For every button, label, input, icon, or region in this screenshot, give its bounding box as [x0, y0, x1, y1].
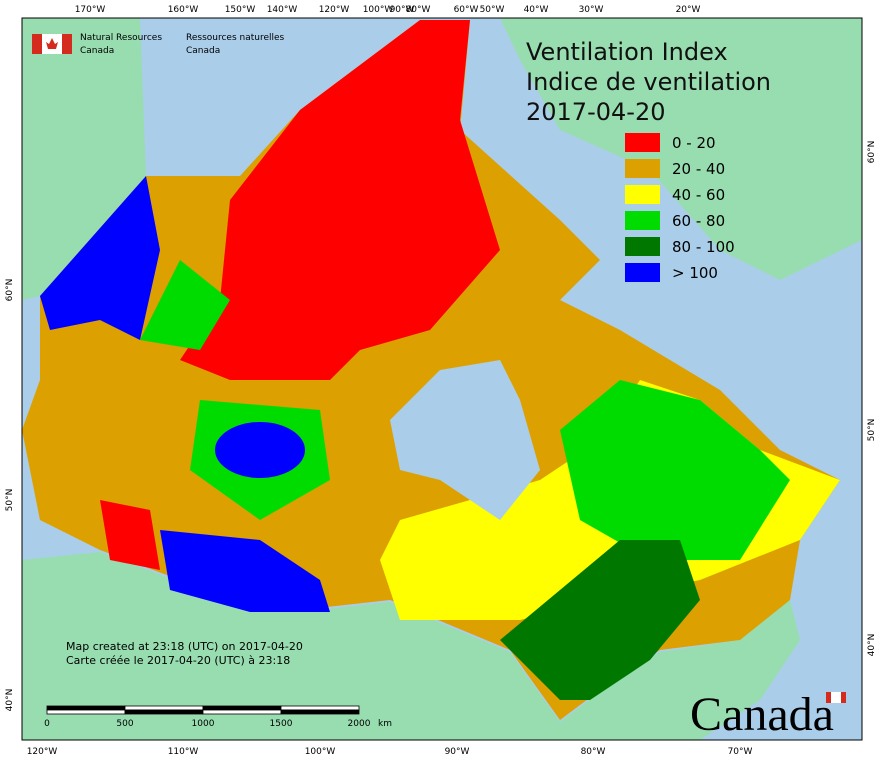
legend-swatch — [625, 237, 660, 256]
wordmark-text: Canada — [690, 688, 834, 741]
longitude-label: 70°W — [728, 747, 753, 757]
zone-red — [180, 20, 500, 380]
scale-segment — [124, 709, 204, 715]
scale-segment — [280, 709, 360, 715]
scale-label: 1500 — [270, 719, 293, 729]
legend-swatch — [625, 263, 660, 282]
scale-segment — [46, 705, 126, 711]
scale-label: 2000 — [348, 719, 371, 729]
scale-segment — [202, 709, 282, 715]
zone-blue-south — [160, 530, 330, 612]
agency-signature: Natural Resources Canada Ressources natu… — [32, 33, 285, 56]
legend-swatch — [625, 211, 660, 230]
legend-swatch — [625, 133, 660, 152]
scale-label: 0 — [44, 719, 50, 729]
legend-swatch — [625, 185, 660, 204]
longitude-label: 170°W — [75, 5, 106, 15]
agency-fr: Canada — [186, 46, 220, 56]
footer-note: Carte créée le 2017-04-20 (UTC) à 23:18 — [66, 654, 290, 667]
longitude-label: 90°W — [390, 5, 415, 15]
latitude-label: 60°N — [5, 279, 15, 302]
agency-fr: Ressources naturelles — [186, 33, 285, 43]
longitude-label: 90°W — [445, 747, 470, 757]
legend-swatch — [625, 159, 660, 178]
longitude-label: 160°W — [168, 5, 199, 15]
map-frame — [21, 17, 863, 741]
agency-en: Natural Resources — [80, 33, 162, 43]
scale-segment — [280, 705, 360, 711]
latitude-label: 40°N — [867, 634, 877, 657]
longitude-label: 80°W — [581, 747, 606, 757]
latitude-label: 40°N — [5, 689, 15, 712]
scale-label: 1000 — [192, 719, 215, 729]
hudson-bay — [390, 360, 540, 520]
wordmark: Canada — [690, 688, 846, 741]
alaska — [22, 18, 146, 300]
scale-label: 500 — [116, 719, 133, 729]
legend-label: 80 - 100 — [672, 238, 735, 256]
zone-darkgreen — [500, 540, 700, 700]
legend-label: 20 - 40 — [672, 160, 725, 178]
longitude-label: 140°W — [267, 5, 298, 15]
zone-red-south — [100, 500, 160, 570]
longitude-label: 50°W — [480, 5, 505, 15]
longitude-label: 40°W — [524, 5, 549, 15]
longitude-label: 100°W — [363, 5, 394, 15]
title: Ventilation Index — [526, 38, 728, 66]
scale-segment — [202, 705, 282, 711]
longitude-label: 150°W — [225, 5, 256, 15]
longitude-label: 100°W — [305, 747, 336, 757]
longitude-label: 110°W — [168, 747, 199, 757]
legend-label: 40 - 60 — [672, 186, 725, 204]
latitude-label: 60°N — [867, 141, 877, 164]
footer-note: Map created at 23:18 (UTC) on 2017-04-20 — [66, 640, 303, 653]
legend-label: > 100 — [672, 264, 718, 282]
title: 2017-04-20 — [526, 98, 665, 126]
latitude-label: 50°N — [867, 419, 877, 442]
legend-label: 60 - 80 — [672, 212, 725, 230]
longitude-label: 80°W — [406, 5, 431, 15]
zone-blue-center — [215, 422, 305, 478]
wordmark-flag — [831, 692, 841, 703]
basemap — [21, 17, 863, 741]
flag-bar — [62, 34, 72, 54]
scale-segment — [124, 705, 204, 711]
latitude-label: 50°N — [5, 489, 15, 512]
flag-leaf — [46, 38, 58, 49]
zone-blue-yukon — [40, 176, 160, 340]
longitude-label: 60°W — [454, 5, 479, 15]
scale-unit: km — [378, 719, 392, 729]
longitude-label: 120°W — [319, 5, 350, 15]
longitude-label: 30°W — [579, 5, 604, 15]
flag-bar — [32, 34, 42, 54]
legend-label: 0 - 20 — [672, 134, 716, 152]
zone-green-east — [560, 380, 790, 560]
longitude-label: 20°W — [676, 5, 701, 15]
scale-segment — [46, 709, 126, 715]
title: Indice de ventilation — [526, 68, 771, 96]
greenland — [500, 18, 862, 280]
agency-en: Canada — [80, 46, 114, 56]
longitude-label: 120°W — [27, 747, 58, 757]
zone-green-west — [140, 260, 230, 350]
